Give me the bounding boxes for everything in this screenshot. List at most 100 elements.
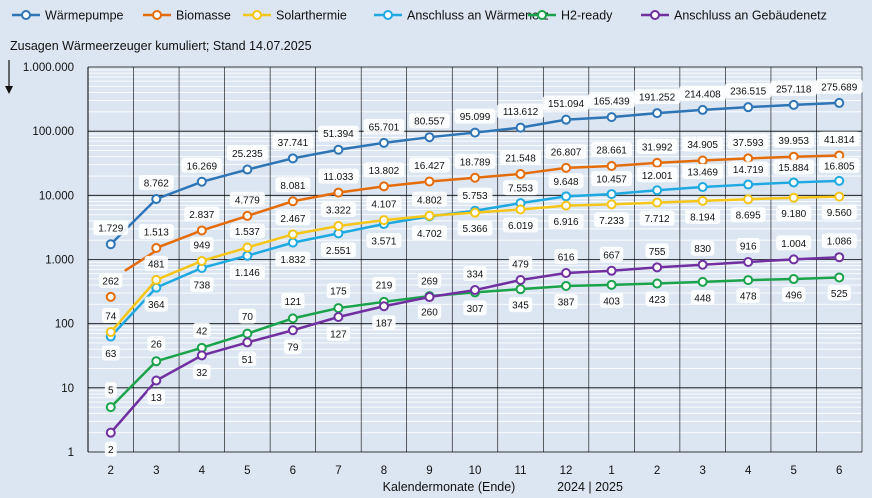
solarthermie-point [196, 255, 207, 266]
biomasse-label-bg [636, 138, 678, 154]
x-axis-title: Kalendermonate (Ende) [383, 480, 516, 494]
anschluss-an-w-rmenetz-label: 5.753 [462, 191, 487, 202]
legend-h2-ready-label: H2-ready [561, 9, 613, 23]
w-rmepumpe-label-bg [542, 95, 590, 111]
biomasse-label: 28.661 [596, 145, 627, 156]
legend-anschluss-an-w-rmenetz-label: Anschluss an Wärmenetz [407, 9, 549, 23]
anschluss-an-w-rmenetz-point [743, 179, 754, 190]
h2-ready-point [834, 272, 845, 283]
solarthermie-label: 3.322 [326, 206, 351, 217]
h2-ready-point [788, 274, 799, 285]
h2-ready-point [287, 313, 298, 324]
legend-solarthermie-marker [252, 10, 262, 20]
anschluss-an-w-rmenetz-point [697, 182, 708, 193]
h2-ready-label: 448 [694, 293, 711, 304]
biomasse-label: 2.837 [189, 210, 214, 221]
h2-ready-label: 387 [558, 297, 575, 308]
w-rmepumpe-label: 165.439 [594, 97, 631, 108]
w-rmepumpe-label: 151.094 [548, 99, 585, 110]
h2-ready-label-bg [645, 291, 669, 307]
x-tick-label: 7 [335, 465, 341, 477]
w-rmepumpe-label-bg [272, 134, 314, 150]
biomasse-point [196, 225, 207, 236]
w-rmepumpe-point [242, 164, 253, 175]
anschluss-an-w-rmenetz-label-bg [818, 157, 860, 173]
biomasse-point [333, 187, 344, 198]
anschluss-an-geb-udenetz-label-bg [238, 351, 257, 367]
y-tick-label: 10.000 [39, 190, 74, 202]
h2-ready-point [652, 278, 663, 289]
h2-ready-label-bg [463, 300, 487, 316]
w-rmepumpe-point [196, 176, 207, 187]
anschluss-an-geb-udenetz-label-bg [417, 273, 442, 289]
w-rmepumpe-label: 8.762 [144, 179, 169, 190]
h2-ready-point [606, 279, 617, 290]
h2-ready-point [105, 402, 116, 413]
w-rmepumpe-point [652, 108, 663, 119]
biomasse-label-bg [454, 153, 496, 169]
biomasse-label-bg [229, 191, 265, 207]
w-rmepumpe-label-bg [770, 80, 818, 96]
h2-ready-label: 42 [196, 326, 208, 337]
anschluss-an-w-rmenetz-label-bg [457, 187, 493, 203]
solarthermie-point [470, 207, 480, 218]
solarthermie-point [151, 274, 162, 285]
w-rmepumpe-point [788, 99, 799, 110]
biomasse-label-bg [409, 157, 450, 173]
biomasse-point [287, 196, 298, 207]
anschluss-an-geb-udenetz-point [652, 262, 663, 273]
biomasse-label: 34.905 [687, 140, 718, 151]
solarthermie-label: 7.233 [599, 216, 624, 227]
biomasse-point [561, 162, 572, 173]
anschluss-an-w-rmenetz-label-bg [229, 264, 265, 280]
solarthermie-label-bg [144, 255, 168, 271]
biomasse-label-bg [500, 149, 541, 165]
solarthermie-point [834, 191, 845, 202]
solarthermie-point [606, 199, 617, 210]
w-rmepumpe-point [743, 102, 754, 113]
w-rmepumpe-point [378, 137, 389, 148]
data-labels: 1.729 8.762 16.269 25.235 37.741 51.394 65.701… [93, 78, 863, 457]
anschluss-an-geb-udenetz-label: 13 [151, 393, 163, 404]
biomasse-line-start [124, 250, 155, 272]
biomasse-label: 37.593 [733, 138, 764, 149]
solarthermie-label: 8.194 [690, 212, 715, 223]
anschluss-an-w-rmenetz-point [652, 185, 663, 196]
h2-ready-label-bg [238, 308, 257, 324]
w-rmepumpe-label: 16.269 [187, 161, 218, 172]
solarthermie-label-bg [594, 212, 630, 228]
anschluss-an-geb-udenetz-label: 334 [467, 270, 484, 281]
h2-ready-label: 403 [603, 296, 620, 307]
anschluss-an-geb-udenetz-label: 79 [287, 343, 299, 354]
solarthermie-label-bg [503, 217, 539, 233]
y-tick-label: 1.000 [45, 255, 74, 267]
w-rmepumpe-label-bg [318, 125, 359, 141]
biomasse-line [155, 154, 840, 250]
biomasse-label-bg [591, 141, 632, 157]
w-rmepumpe-label-bg [181, 157, 223, 173]
h2-ready-label: 5 [108, 386, 114, 397]
x-tick-label: 4 [745, 465, 752, 477]
w-rmepumpe-label-bg [454, 108, 496, 124]
legend-solarthermie-label: Solarthermie [276, 9, 347, 23]
anschluss-an-geb-udenetz-label-bg [463, 266, 487, 282]
h2-ready-label: 525 [831, 289, 848, 300]
x-tick-label: 1 [608, 465, 614, 477]
biomasse-point [151, 242, 162, 253]
solarthermie-label: 9.560 [827, 208, 852, 219]
h2-ready-label: 70 [242, 312, 254, 323]
anschluss-an-geb-udenetz-point [606, 265, 617, 276]
anschluss-an-geb-udenetz-point [834, 252, 845, 263]
solarthermie-label-bg [685, 208, 721, 224]
w-rmepumpe-label: 191.252 [639, 93, 676, 104]
h2-ready-point [333, 303, 344, 314]
h2-ready-label: 345 [512, 301, 529, 312]
anschluss-an-w-rmenetz-label: 16.805 [824, 161, 855, 172]
w-rmepumpe-point [105, 239, 116, 250]
series-lines [105, 97, 845, 438]
w-rmepumpe-label-bg [497, 103, 544, 119]
anschluss-an-w-rmenetz-label: 14.719 [733, 165, 764, 176]
biomasse-label: 16.427 [414, 161, 445, 172]
anschluss-an-geb-udenetz-label-bg [508, 256, 533, 272]
biomasse-label: 39.953 [778, 136, 809, 147]
